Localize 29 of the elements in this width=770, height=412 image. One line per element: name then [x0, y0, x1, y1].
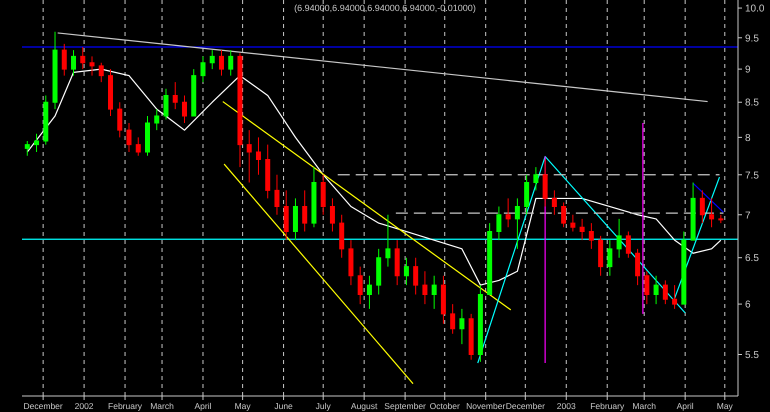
x-tick-label: February [590, 401, 625, 411]
y-tick-label: 10.0 [745, 4, 765, 15]
y-tick-label: 5.5 [745, 350, 760, 362]
x-tick-label: April [194, 401, 212, 411]
x-tick-label: August [350, 401, 378, 411]
x-tick-label: November [466, 401, 506, 411]
x-tick-label: September [384, 401, 426, 411]
y-tick-label: 6.5 [745, 253, 760, 264]
x-tick-label: October [430, 401, 460, 411]
y-tick-label: 9 [745, 64, 751, 76]
x-tick-label: May [234, 401, 252, 411]
x-tick-label: April [676, 401, 694, 411]
x-tick-label: March [632, 401, 656, 411]
x-tick-label: December [506, 401, 546, 411]
x-tick-label: February [108, 401, 143, 411]
x-tick-label: March [150, 401, 174, 411]
y-tick-label: 6 [745, 300, 751, 311]
y-tick-label: 7.5 [745, 170, 760, 182]
chart-title: (6.94000,6.94000,6.94000,6.94000,-0.01000) [294, 3, 476, 13]
x-tick-label: December [24, 401, 63, 411]
y-tick-label: 9.5 [745, 33, 760, 44]
x-tick-label: May [716, 401, 734, 411]
y-tick-label: 7 [745, 210, 751, 222]
x-tick-label: June [274, 401, 294, 411]
x-tick-label: July [316, 401, 332, 411]
y-tick-label: 8.5 [745, 98, 760, 109]
y-tick-label: 8 [745, 132, 751, 144]
x-tick-label: 2002 [74, 401, 94, 411]
x-tick-label: 2003 [556, 401, 576, 411]
